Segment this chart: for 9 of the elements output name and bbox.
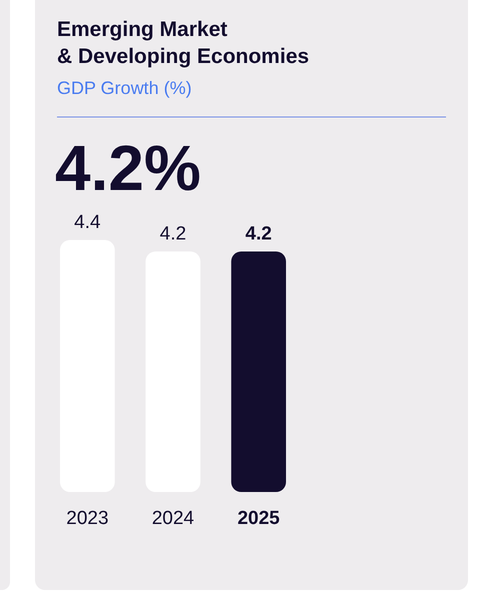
x-tick-label: 2024 xyxy=(152,508,195,529)
data-label: 4.2 xyxy=(160,223,186,244)
chart-title: Emerging Market & Developing Economies xyxy=(57,18,310,68)
text: 4.2% xyxy=(55,132,201,204)
chart-subtitle: GDP Growth (%) xyxy=(57,78,192,98)
data-label: 4.4 xyxy=(74,212,102,233)
x-tick-label: 2025 xyxy=(237,508,280,529)
data-label: 4.2 xyxy=(245,223,272,244)
x-tick-label: 2023 xyxy=(66,508,109,529)
